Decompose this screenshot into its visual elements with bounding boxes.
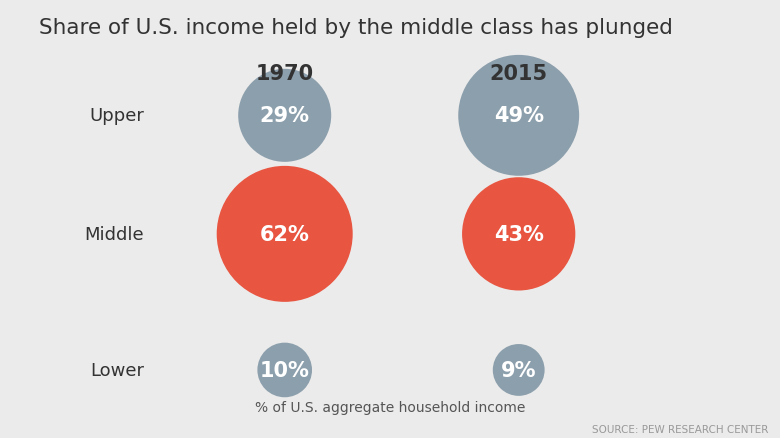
Text: 9%: 9% <box>501 360 537 380</box>
Text: SOURCE: PEW RESEARCH CENTER: SOURCE: PEW RESEARCH CENTER <box>592 424 768 434</box>
Circle shape <box>257 343 312 397</box>
Text: 62%: 62% <box>260 224 310 244</box>
Text: 2015: 2015 <box>490 64 548 84</box>
Circle shape <box>238 70 332 162</box>
Circle shape <box>217 166 353 302</box>
Text: Share of U.S. income held by the middle class has plunged: Share of U.S. income held by the middle … <box>39 18 673 38</box>
Text: Lower: Lower <box>90 361 144 379</box>
Text: Upper: Upper <box>90 107 144 125</box>
Circle shape <box>458 56 580 177</box>
Circle shape <box>462 178 576 291</box>
Circle shape <box>493 344 544 396</box>
Text: 10%: 10% <box>260 360 310 380</box>
Text: % of U.S. aggregate household income: % of U.S. aggregate household income <box>255 400 525 414</box>
Text: 49%: 49% <box>494 106 544 126</box>
Text: 43%: 43% <box>494 224 544 244</box>
Text: 29%: 29% <box>260 106 310 126</box>
Text: 1970: 1970 <box>256 64 314 84</box>
Text: Middle: Middle <box>85 225 144 244</box>
